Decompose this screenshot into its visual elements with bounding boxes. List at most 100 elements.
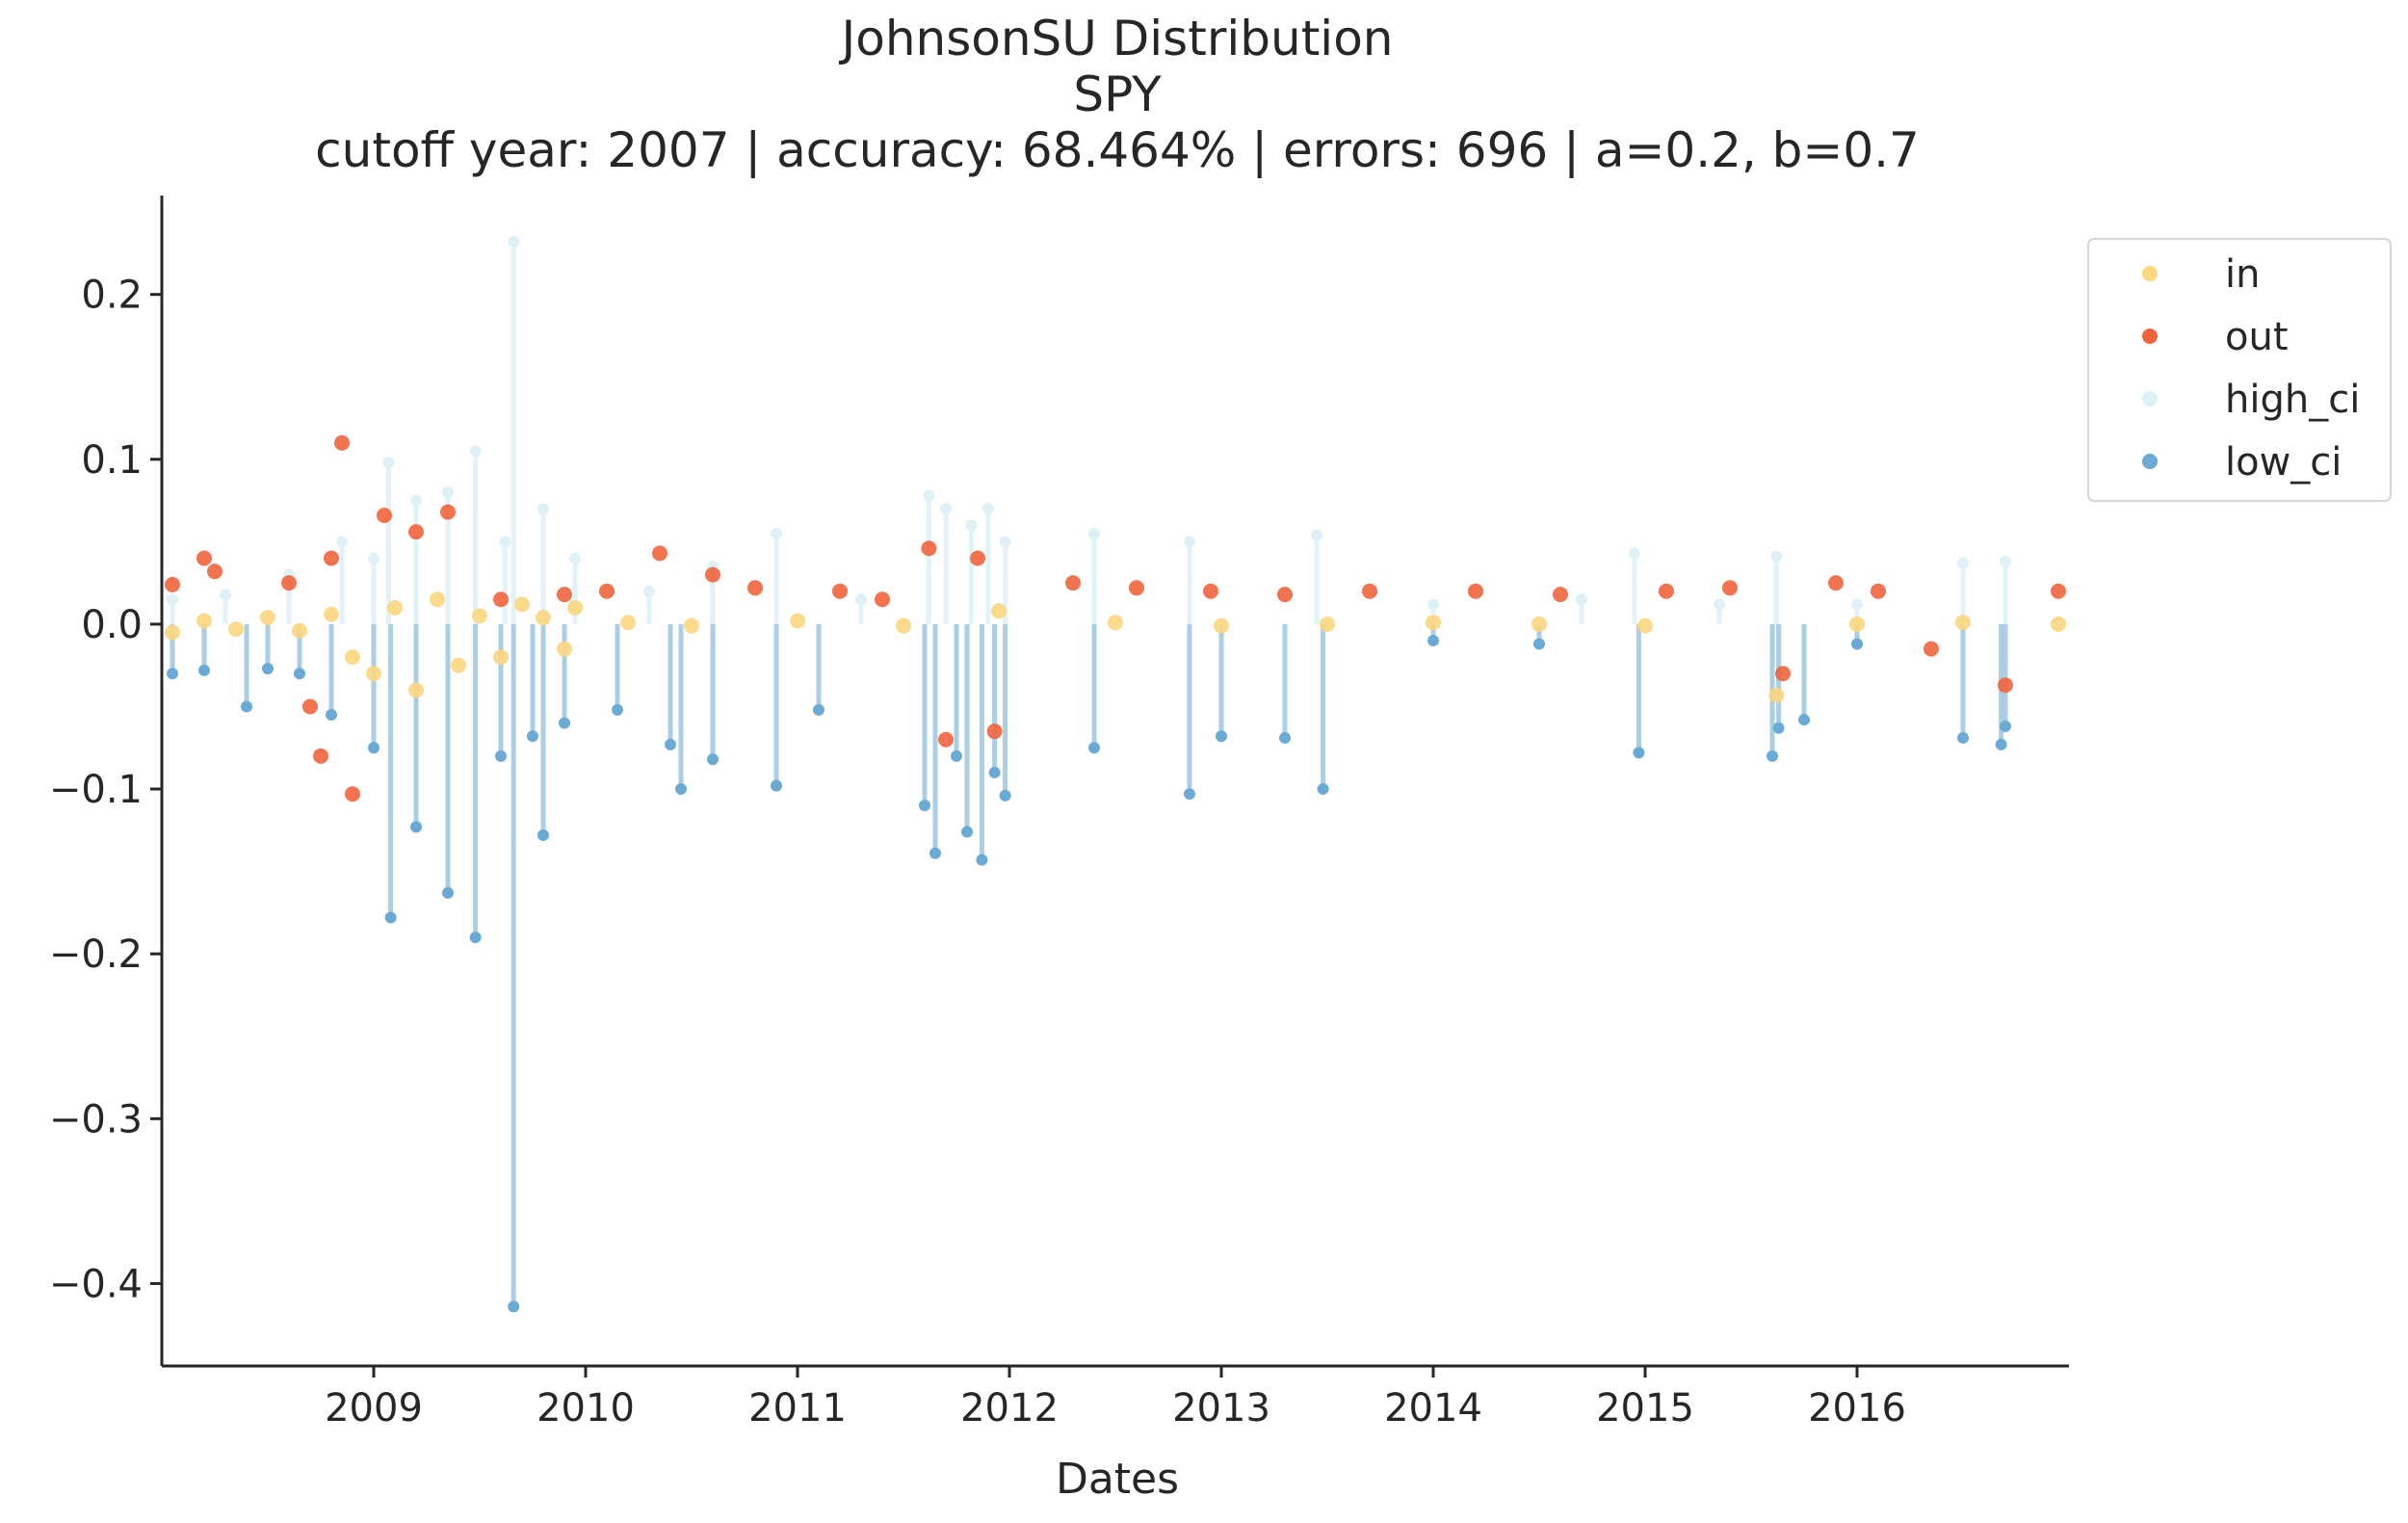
low-ci-point <box>976 853 988 866</box>
in-point <box>1426 615 1441 631</box>
out-point <box>1924 641 1939 657</box>
in-point <box>165 624 180 641</box>
y-tick-label: −0.2 <box>49 932 143 977</box>
low-ci-point <box>559 717 570 729</box>
low-ci-point <box>1279 732 1291 745</box>
x-tick-label: 2015 <box>1596 1386 1694 1431</box>
out-point <box>2051 583 2066 599</box>
high-ci-point <box>1088 527 1100 539</box>
title-line-3: cutoff year: 2007 | accuracy: 68.464% | … <box>315 122 1920 178</box>
in-point <box>493 649 509 666</box>
low-ci-point <box>813 703 824 716</box>
out-point <box>334 434 350 451</box>
high-ci-point <box>499 536 511 548</box>
low-ci-point <box>495 749 507 762</box>
in-point <box>196 613 212 629</box>
low-ci-point <box>1317 783 1329 796</box>
legend-label-high-ci: high_ci <box>2225 378 2360 422</box>
x-tick-label: 2013 <box>1172 1386 1270 1431</box>
in-point <box>567 599 583 616</box>
in-point <box>557 641 572 657</box>
legend-marker-in <box>2142 266 2158 281</box>
high-ci-point <box>1957 557 1969 569</box>
out-point <box>1659 583 1674 599</box>
low-ci-point <box>326 709 337 722</box>
out-point <box>281 575 297 591</box>
high-ci-point <box>1851 598 1863 611</box>
high-ci-point <box>1576 593 1587 606</box>
out-point <box>986 723 1003 740</box>
low-ci-point <box>1767 749 1778 762</box>
plot-area <box>165 235 2066 1313</box>
x-tick-label: 2011 <box>748 1386 847 1431</box>
low-ci-point <box>410 821 422 833</box>
y-axis-ticks: 0.2 0.1 0.0 −0.1 −0.2 −0.3 −0.4 <box>49 274 162 1306</box>
out-point <box>1277 587 1293 603</box>
legend-marker-out <box>2142 328 2158 344</box>
high-ci-point <box>569 552 581 565</box>
low-ci-point <box>241 700 252 713</box>
out-point <box>165 576 180 592</box>
out-point <box>1871 583 1886 599</box>
high-ci-point <box>2000 555 2011 567</box>
high-ci-point <box>1770 550 1783 563</box>
out-point <box>1553 587 1568 603</box>
x-tick-label: 2012 <box>960 1386 1059 1431</box>
high-ci-point <box>1714 598 1725 611</box>
low-ci-point <box>469 932 482 944</box>
low-ci-point <box>527 730 538 743</box>
ci-stems <box>170 241 2008 1307</box>
out-point <box>1775 666 1791 682</box>
in-point <box>387 599 403 616</box>
in-point <box>324 606 339 622</box>
y-tick-label: −0.4 <box>49 1262 143 1306</box>
low-ci-point <box>2000 721 2011 733</box>
in-point <box>620 615 636 631</box>
legend-marker-low-ci <box>2142 454 2158 469</box>
low-ci-point <box>1427 635 1439 647</box>
x-tick-label: 2009 <box>325 1386 423 1431</box>
out-point <box>302 698 318 715</box>
low-ci-point <box>1772 722 1785 734</box>
high-ci-point <box>1629 547 1640 560</box>
in-point <box>260 610 275 626</box>
in-point <box>1214 617 1229 634</box>
high-ci-point <box>999 536 1011 548</box>
in-point <box>451 657 466 673</box>
data-points <box>165 235 2066 1313</box>
low-ci-point <box>262 663 274 675</box>
out-point <box>1998 677 2013 694</box>
high-ci-point <box>965 519 978 532</box>
low-ci-point <box>384 911 397 924</box>
low-ci-point <box>707 753 719 766</box>
in-point <box>684 617 699 634</box>
out-point <box>207 564 222 580</box>
out-point <box>377 507 392 523</box>
high-ci-point <box>442 486 454 499</box>
low-ci-point <box>999 789 1011 801</box>
low-ci-point <box>1798 714 1810 726</box>
high-ci-point <box>382 457 395 469</box>
out-point <box>196 550 212 566</box>
y-tick-label: 0.1 <box>81 438 143 483</box>
low-ci-point <box>771 779 782 792</box>
low-ci-point <box>1088 742 1100 754</box>
in-point <box>345 649 360 666</box>
high-ci-point <box>771 527 782 539</box>
in-point <box>536 610 551 626</box>
high-ci-point <box>940 503 952 515</box>
in-point <box>228 621 244 638</box>
out-point <box>408 524 424 540</box>
legend-label-low-ci: low_ci <box>2225 440 2342 485</box>
legend: in out high_ci low_ci <box>2087 238 2392 502</box>
legend-frame <box>2087 238 2392 502</box>
out-point <box>652 545 667 562</box>
title-line-1: JohnsonSU Distribution <box>839 11 1394 66</box>
out-point <box>705 566 720 583</box>
in-point <box>790 613 805 629</box>
low-ci-point <box>442 886 454 899</box>
y-tick-label: −0.1 <box>49 768 143 812</box>
low-ci-point <box>1851 638 1863 650</box>
y-tick-label: 0.2 <box>81 274 143 318</box>
